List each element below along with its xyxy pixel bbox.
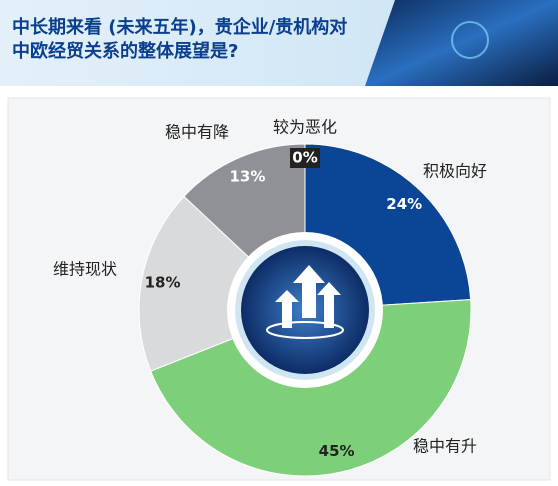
category-label: 稳中有降 xyxy=(165,123,229,142)
category-label: 较为恶化 xyxy=(273,118,337,137)
value-label: 24% xyxy=(386,195,422,213)
header-image xyxy=(365,0,558,86)
value-label: 0% xyxy=(292,149,317,167)
category-label: 维持现状 xyxy=(53,260,117,279)
category-label: 积极向好 xyxy=(423,162,487,181)
category-label: 稳中有升 xyxy=(413,437,477,456)
center-ring xyxy=(266,321,344,339)
value-label: 18% xyxy=(145,273,181,291)
header-icon xyxy=(451,21,489,59)
value-label: 13% xyxy=(229,167,265,185)
value-label-box xyxy=(290,148,320,168)
value-label: 45% xyxy=(319,442,355,460)
center-arrows xyxy=(275,265,341,328)
chart-title: 中长期来看 (未来五年)，贵企业/贵机构对中欧经贸关系的整体展望是? xyxy=(12,17,348,62)
